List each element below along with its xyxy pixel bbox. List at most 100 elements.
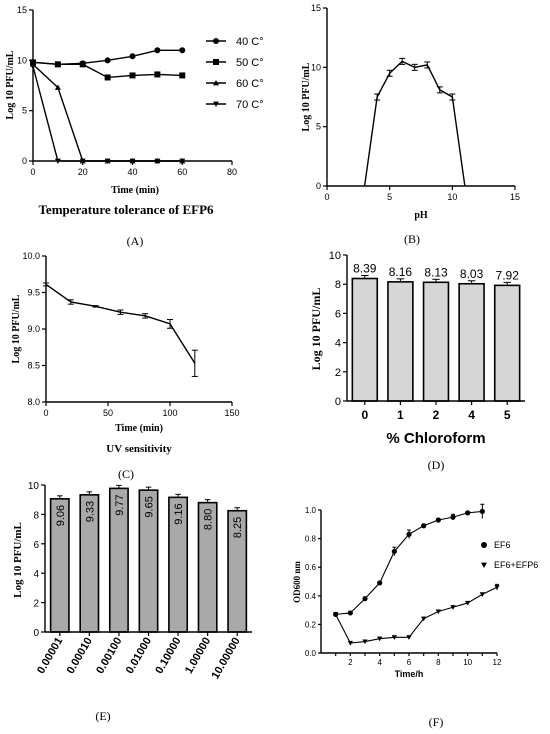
data-label: 8.25 — [232, 517, 244, 538]
data-label: 8.39 — [353, 262, 377, 276]
legend-label: 60 C° — [236, 78, 264, 90]
panel-subtitle: UV sensitivity — [106, 443, 172, 455]
y-axis-label: Log 10 PFU/mL — [12, 522, 24, 598]
bar — [493, 284, 521, 402]
data-point — [154, 158, 161, 164]
y-tick-label: 10 — [17, 55, 27, 65]
data-point — [104, 158, 111, 164]
y-tick-label: 0.6 — [305, 563, 317, 572]
data-point — [129, 53, 136, 60]
data-point — [129, 158, 136, 164]
data-label: 8.16 — [389, 265, 413, 279]
series-line — [363, 60, 466, 187]
x-tick-label: 5 — [504, 408, 511, 422]
data-label: 8.03 — [460, 267, 484, 281]
data-point — [30, 63, 36, 70]
data-point — [104, 74, 111, 81]
y-tick-label: 0 — [316, 181, 321, 191]
x-tick-label: 0.01000 — [124, 636, 154, 676]
x-tick-label: 6 — [407, 658, 412, 667]
y-tick-label: 10 — [311, 62, 321, 72]
y-tick-label: 2 — [335, 367, 341, 379]
data-point — [54, 84, 61, 90]
bar — [351, 277, 379, 402]
y-tick-label: 0 — [335, 396, 341, 408]
data-point — [391, 635, 397, 640]
legend-label: 40 C° — [236, 36, 264, 48]
x-axis-label: Time/h — [395, 669, 424, 679]
y-tick-label: 8 — [33, 510, 39, 521]
x-tick-label: 60 — [177, 167, 187, 177]
data-point — [54, 158, 61, 164]
x-tick-label: 4 — [468, 408, 475, 422]
x-tick-label: 1 — [397, 408, 404, 422]
y-tick-label: 9.0 — [27, 324, 40, 334]
y-tick-label: 0 — [33, 628, 39, 639]
y-tick-label: 15 — [17, 5, 27, 15]
y-tick-label: 4 — [33, 569, 39, 580]
data-point — [465, 600, 471, 606]
data-point — [406, 531, 412, 537]
legend-marker — [481, 562, 487, 568]
data-label: 8.80 — [203, 509, 215, 530]
x-axis-label: Time (min) — [111, 185, 159, 196]
data-point — [179, 72, 186, 79]
data-point — [362, 639, 368, 645]
series-line — [45, 283, 196, 364]
y-tick-label: 8 — [335, 279, 341, 291]
data-point — [450, 605, 456, 610]
data-label: 9.16 — [173, 503, 185, 524]
data-point — [406, 635, 412, 640]
legend-marker — [213, 59, 219, 65]
y-axis-label: Log 10 PFU/mL — [11, 294, 22, 363]
legend-marker — [481, 542, 487, 548]
y-axis-label: Log 10 PFU/mL — [5, 50, 16, 119]
y-tick-label: 8.0 — [27, 397, 40, 407]
panel-subtitle: Temperature tolerance of EFP6 — [38, 202, 214, 217]
x-tick-label: 2 — [348, 658, 353, 667]
data-point — [362, 596, 368, 602]
y-tick-label: 0.0 — [305, 649, 317, 658]
data-label: 9.77 — [114, 494, 126, 515]
data-label: 9.06 — [55, 505, 67, 526]
data-point — [347, 610, 353, 616]
x-tick-label: 0.00010 — [65, 636, 95, 676]
bar — [458, 282, 485, 402]
y-tick-label: 0.2 — [305, 620, 317, 629]
x-tick-label: 2 — [433, 408, 440, 422]
panel-caption: (B) — [404, 232, 420, 246]
data-point — [129, 72, 136, 79]
y-tick-label: 9.5 — [27, 288, 40, 298]
y-axis-label: Log 10 PFU/mL — [301, 62, 312, 131]
data-point — [494, 585, 500, 590]
x-tick-label: 0 — [43, 408, 48, 418]
y-tick-label: 10 — [329, 250, 341, 262]
x-tick-label: 15 — [510, 192, 520, 202]
panel-caption: (C) — [118, 467, 134, 481]
x-tick-label: 0.10000 — [153, 636, 183, 676]
y-tick-label: 5 — [22, 106, 27, 116]
bar — [387, 281, 414, 402]
y-tick-label: 4 — [335, 338, 341, 350]
x-tick-label: 10 — [463, 658, 472, 667]
legend-marker — [213, 101, 219, 107]
data-label: 9.65 — [144, 496, 156, 517]
x-tick-label: 0 — [324, 192, 329, 202]
bar — [422, 281, 450, 402]
data-point — [465, 510, 471, 516]
x-tick-label: 0 — [361, 408, 368, 422]
y-tick-label: 6 — [335, 308, 341, 320]
panel-caption: (E) — [95, 709, 110, 723]
y-tick-label: 10.0 — [22, 251, 40, 261]
data-point — [333, 612, 339, 617]
legend-label: EF6+EFP6 — [494, 560, 538, 570]
data-label: 7.92 — [496, 268, 520, 282]
x-axis-label: pH — [414, 210, 428, 221]
x-tick-label: 10 — [447, 192, 457, 202]
legend-marker — [213, 80, 219, 86]
data-point — [179, 158, 186, 164]
y-tick-label: 5 — [316, 122, 321, 132]
y-axis-label: Log 10 PFU/mL — [309, 288, 323, 371]
x-tick-label: 5 — [387, 192, 392, 202]
data-point — [450, 514, 456, 520]
